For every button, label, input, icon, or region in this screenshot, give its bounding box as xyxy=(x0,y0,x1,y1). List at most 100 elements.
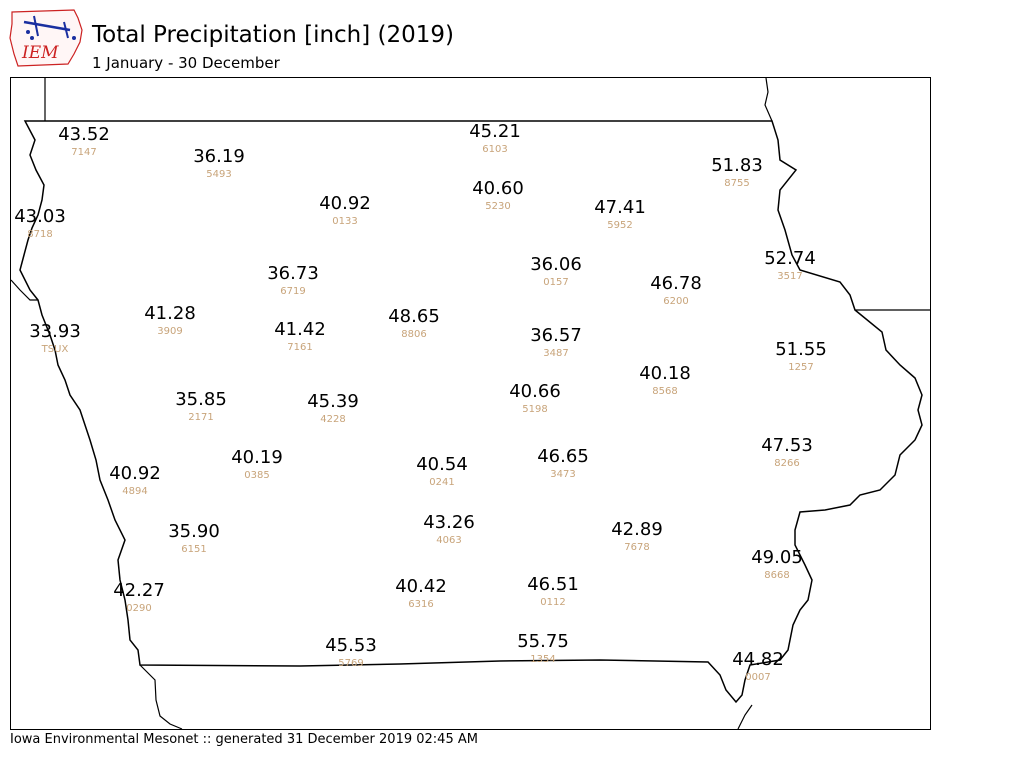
station-id: 6719 xyxy=(280,286,305,297)
precip-value: 36.06 xyxy=(530,254,582,275)
precip-value: 35.85 xyxy=(175,389,227,410)
precip-value: 51.83 xyxy=(711,155,763,176)
nebraska-border xyxy=(10,279,38,301)
station-label: 46.51 0112 xyxy=(527,574,579,608)
station-label: 42.27 0290 xyxy=(113,580,165,614)
station-id: 3517 xyxy=(777,271,802,282)
station-id: 1354 xyxy=(530,654,555,665)
precip-value: 43.03 xyxy=(14,206,66,227)
station-label: 51.83 8755 xyxy=(711,155,763,189)
station-label: 35.85 2171 xyxy=(175,389,227,423)
station-label: 40.92 4894 xyxy=(109,463,161,497)
iem-logo: IEM xyxy=(9,9,83,67)
precip-value: 46.78 xyxy=(650,273,702,294)
station-label: 35.90 6151 xyxy=(168,521,220,555)
station-id: 0290 xyxy=(126,603,151,614)
station-id: 5230 xyxy=(485,201,510,212)
station-label: 55.75 1354 xyxy=(517,631,569,665)
station-id: 7161 xyxy=(287,342,312,353)
station-label: 41.28 3909 xyxy=(144,303,196,337)
station-label: 36.06 0157 xyxy=(530,254,582,288)
precip-value: 40.92 xyxy=(109,463,161,484)
station-id: 4063 xyxy=(436,535,461,546)
precip-value: 43.52 xyxy=(58,124,110,145)
station-label: 43.52 7147 xyxy=(58,124,110,158)
station-label: 47.53 8266 xyxy=(761,435,813,469)
precip-value: 52.74 xyxy=(764,248,816,269)
station-label: 40.66 5198 xyxy=(509,381,561,415)
page-title: Total Precipitation [inch] (2019) xyxy=(92,22,455,48)
precip-value: 36.19 xyxy=(193,146,245,167)
logo-text: IEM xyxy=(21,43,59,63)
station-id: 4228 xyxy=(320,414,345,425)
station-label: 40.18 8568 xyxy=(639,363,691,397)
precip-value: 33.93 xyxy=(29,321,81,342)
precip-value: 40.18 xyxy=(639,363,691,384)
station-label: 46.65 3473 xyxy=(537,446,589,480)
station-id: 1257 xyxy=(788,362,813,373)
station-label: 45.53 5769 xyxy=(325,635,377,669)
station-id: 8266 xyxy=(774,458,799,469)
precip-value: 40.54 xyxy=(416,454,468,475)
precip-value: 45.39 xyxy=(307,391,359,412)
precip-value: 43.26 xyxy=(423,512,475,533)
precip-value: 40.19 xyxy=(231,447,283,468)
station-label: 51.55 1257 xyxy=(775,339,827,373)
station-label: 36.19 5493 xyxy=(193,146,245,180)
precip-value: 40.42 xyxy=(395,576,447,597)
page-subtitle: 1 January - 30 December xyxy=(92,54,280,72)
station-label: 41.42 7161 xyxy=(274,319,326,353)
precip-value: 42.27 xyxy=(113,580,165,601)
station-label: 48.65 8806 xyxy=(388,306,440,340)
precip-value: 41.28 xyxy=(144,303,196,324)
station-id: 5493 xyxy=(206,169,231,180)
station-id: 7147 xyxy=(71,147,96,158)
station-label: 40.42 6316 xyxy=(395,576,447,610)
precip-value: 36.57 xyxy=(530,325,582,346)
station-label: 33.93 TSUX xyxy=(29,321,81,355)
station-id: 6316 xyxy=(408,599,433,610)
precip-value: 48.65 xyxy=(388,306,440,327)
precip-value: 40.66 xyxy=(509,381,561,402)
precip-value: 47.41 xyxy=(594,197,646,218)
station-label: 47.41 5952 xyxy=(594,197,646,231)
station-id: 0385 xyxy=(244,470,269,481)
precip-value: 49.05 xyxy=(751,547,803,568)
map-frame xyxy=(10,77,931,730)
iowa-border xyxy=(19,120,923,704)
station-id: 2171 xyxy=(188,412,213,423)
station-id: 0157 xyxy=(543,277,568,288)
missouri-border xyxy=(139,664,183,730)
station-labels: 43.52 7147 36.19 5493 45.21 6103 51.83 8755 40.9… xyxy=(14,121,827,683)
station-id: 3909 xyxy=(157,326,182,337)
precip-value: 42.89 xyxy=(611,519,663,540)
station-label: 42.89 7678 xyxy=(611,519,663,553)
precip-value: 45.21 xyxy=(469,121,521,142)
station-label: 43.03 8718 xyxy=(14,206,66,240)
station-id: 5769 xyxy=(338,658,363,669)
station-label: 40.92 0133 xyxy=(319,193,371,227)
precip-value: 51.55 xyxy=(775,339,827,360)
station-label: 45.39 4228 xyxy=(307,391,359,425)
precip-value: 35.90 xyxy=(168,521,220,542)
station-id: 3473 xyxy=(550,469,575,480)
minnesota-wisconsin-border xyxy=(764,77,773,122)
station-id: 3487 xyxy=(543,348,568,359)
station-label: 49.05 8668 xyxy=(751,547,803,581)
station-id: TSUX xyxy=(41,344,69,355)
station-label: 36.73 6719 xyxy=(267,263,319,297)
station-id: 6200 xyxy=(663,296,688,307)
station-label: 45.21 6103 xyxy=(469,121,521,155)
station-id: 0241 xyxy=(429,477,454,488)
station-id: 8806 xyxy=(401,329,426,340)
station-label: 40.54 0241 xyxy=(416,454,468,488)
station-id: 6103 xyxy=(482,144,507,155)
station-label: 43.26 4063 xyxy=(423,512,475,546)
station-id: 8755 xyxy=(724,178,749,189)
station-label: 40.19 0385 xyxy=(231,447,283,481)
station-id: 0133 xyxy=(332,216,357,227)
station-label: 36.57 3487 xyxy=(530,325,582,359)
precip-value: 47.53 xyxy=(761,435,813,456)
station-id: 0007 xyxy=(745,672,770,683)
